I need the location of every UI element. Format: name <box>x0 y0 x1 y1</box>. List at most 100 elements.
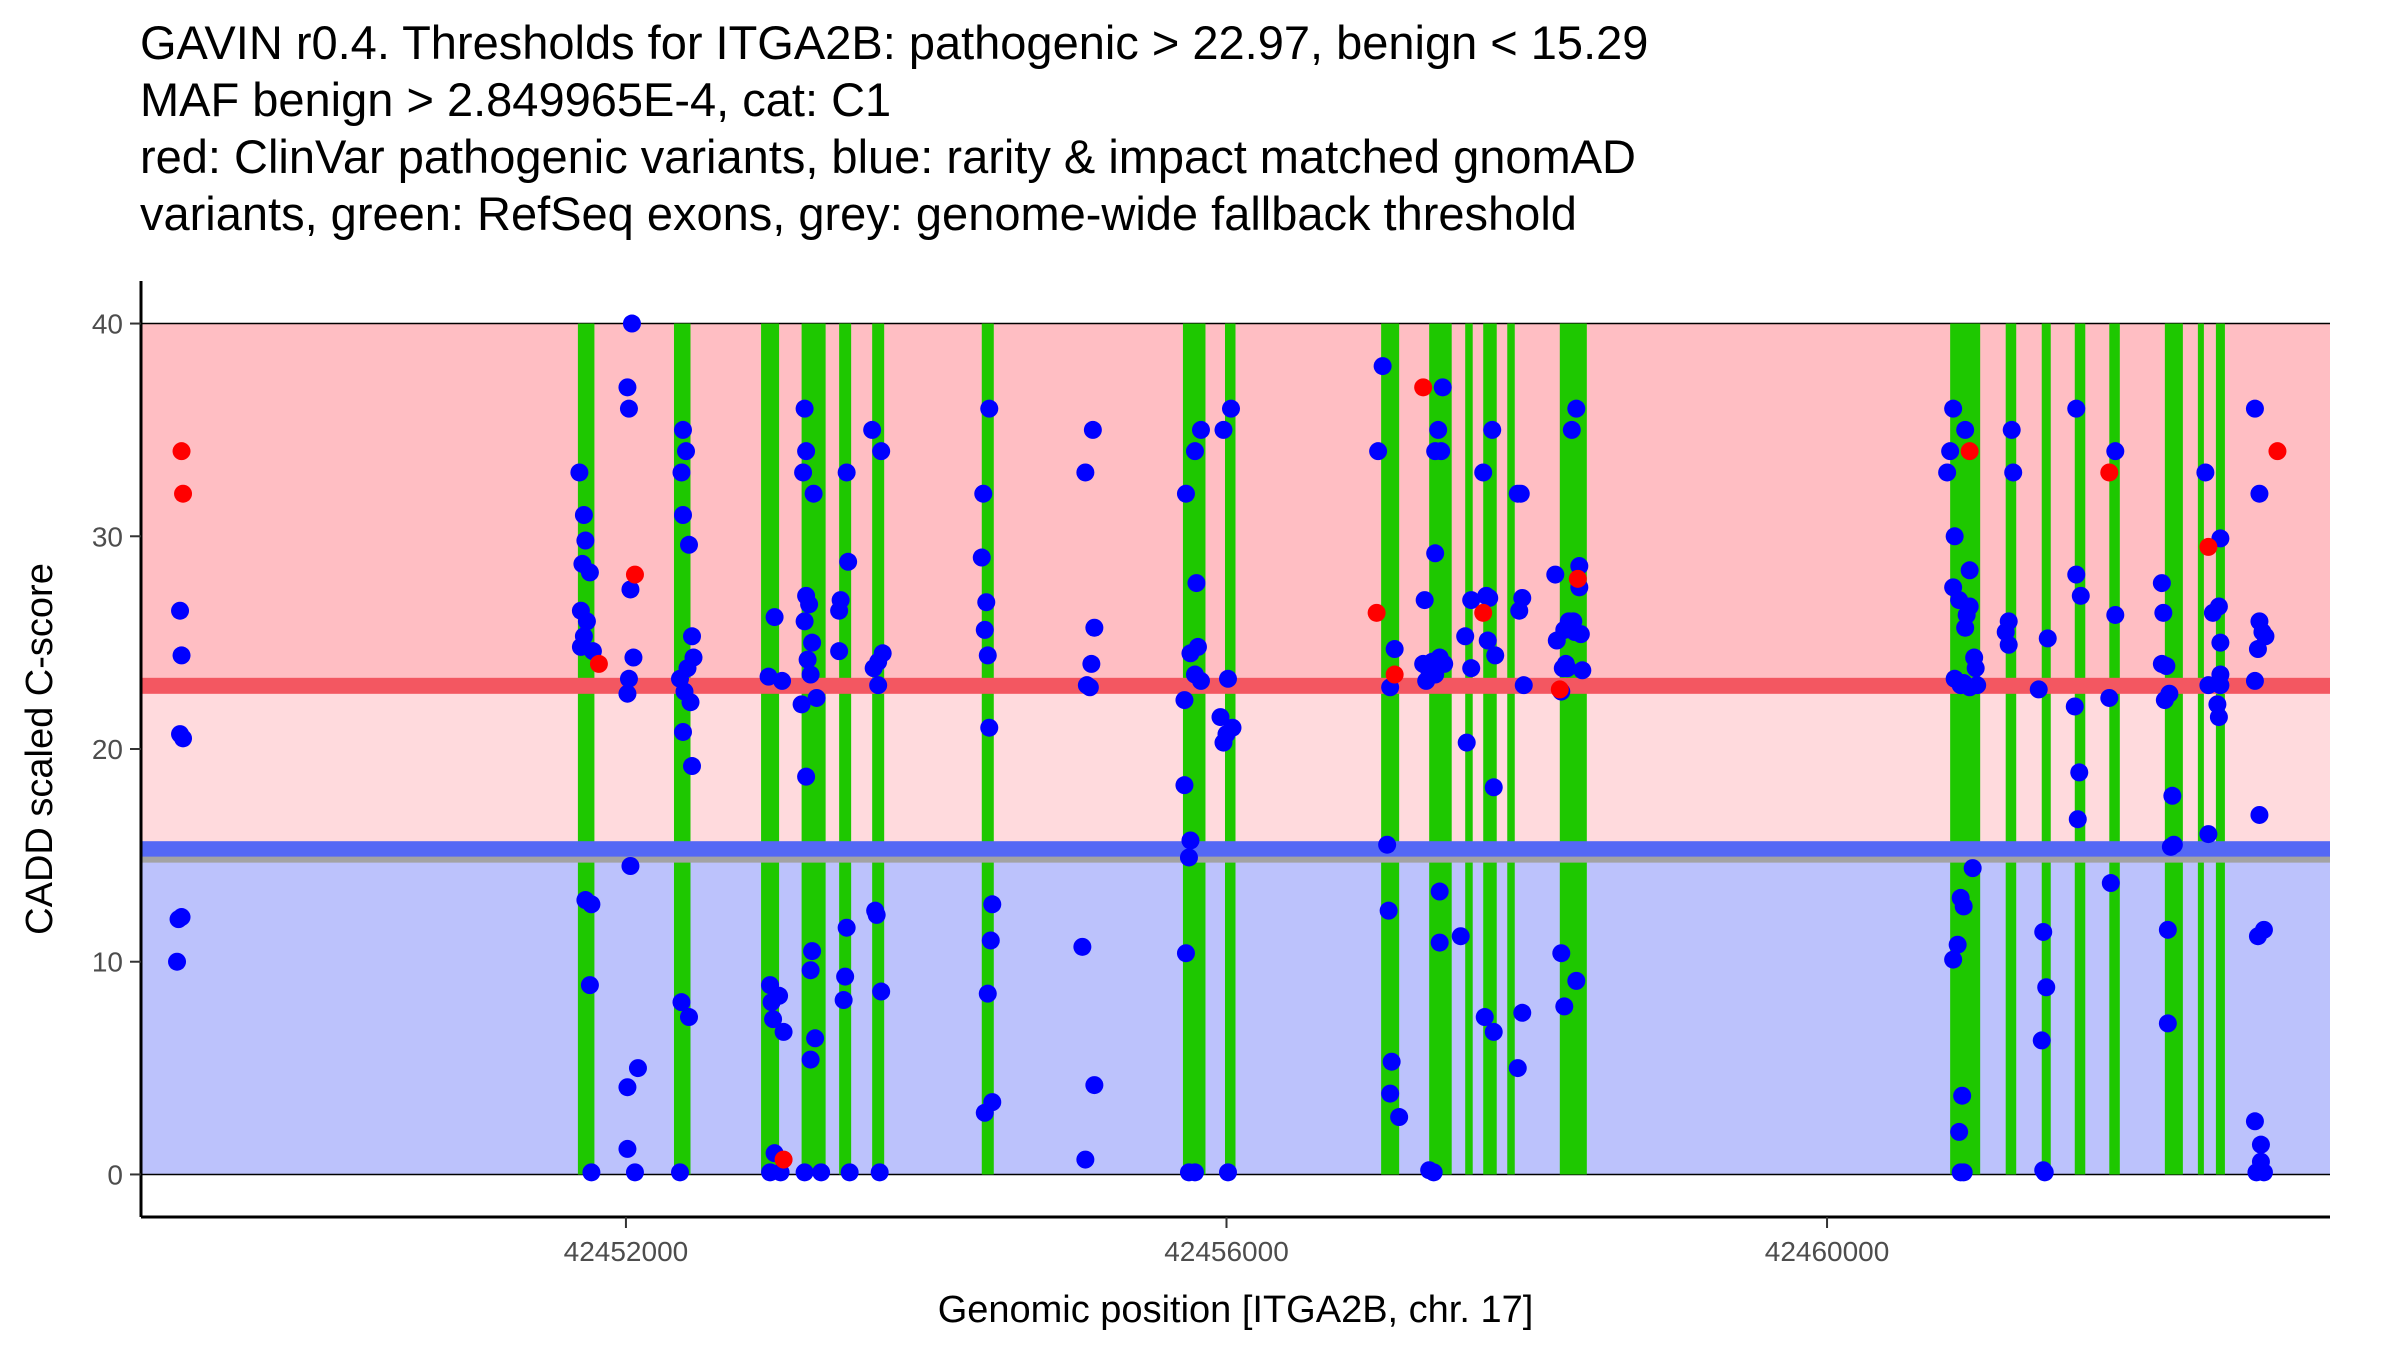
gnomad-point <box>2163 786 2182 805</box>
gnomad-point <box>2032 1031 2051 1050</box>
gnomad-point <box>1175 691 1194 710</box>
gnomad-point <box>1176 944 1195 963</box>
gnomad-point <box>1567 971 1586 990</box>
gnomad-point <box>978 984 997 1003</box>
gnomad-point <box>1948 935 1967 954</box>
gnomad-point <box>1185 442 1204 461</box>
exon-bar <box>839 323 852 1175</box>
gnomad-point <box>1963 859 1982 878</box>
gnomad-point <box>795 399 814 418</box>
gnomad-point <box>2067 565 2086 584</box>
gnomad-point <box>1474 463 1493 482</box>
gnomad-point <box>1960 561 1979 580</box>
gnomad-point <box>625 1163 644 1182</box>
gnomad-point <box>621 580 640 599</box>
gnomad-point <box>2100 688 2119 707</box>
gnomad-point <box>795 1163 814 1182</box>
gnomad-point <box>618 684 637 703</box>
exon-bar <box>1559 323 1587 1175</box>
gnomad-point <box>1511 484 1530 503</box>
gnomad-point <box>1562 420 1581 439</box>
gnomad-point <box>1382 1052 1401 1071</box>
gnomad-point <box>804 484 823 503</box>
gnomad-point <box>619 669 638 688</box>
gnomad-point <box>1076 1150 1095 1169</box>
gnomad-point <box>812 1163 831 1182</box>
y-axis-title: CADD scaled C-score <box>19 563 61 935</box>
gnomad-point <box>1175 776 1194 795</box>
y-tick-label: 10 <box>92 947 123 978</box>
gnomad-point <box>2002 420 2021 439</box>
gnomad-point <box>764 1010 783 1029</box>
gnomad-point <box>1414 654 1433 673</box>
gnomad-point <box>2152 654 2171 673</box>
clinvar-point <box>1367 603 1386 622</box>
gnomad-point <box>1191 420 1210 439</box>
gnomad-point <box>673 506 692 524</box>
gnomad-point <box>978 646 997 665</box>
gnomad-point <box>1424 1163 1443 1182</box>
gnomad-point <box>972 548 991 567</box>
gnomad-point <box>797 442 816 461</box>
gnomad-point <box>2199 825 2218 844</box>
gnomad-point <box>1214 420 1233 439</box>
gnomad-point <box>577 612 596 631</box>
gnomad-point <box>1430 882 1449 901</box>
gnomad-point <box>1187 574 1206 593</box>
gnomad-point <box>672 993 691 1012</box>
gnomad-point <box>795 612 814 631</box>
gnomad-point <box>580 563 599 582</box>
chart-title: GAVIN r0.4. Thresholds for ITGA2B: patho… <box>140 14 2340 242</box>
gnomad-point <box>1191 671 1210 690</box>
gnomad-point <box>1385 640 1404 659</box>
gnomad-point <box>980 718 999 737</box>
gnomad-point <box>1080 678 1099 697</box>
gnomad-point <box>1176 484 1195 503</box>
gnomad-point <box>980 399 999 418</box>
gnomad-point <box>800 595 819 614</box>
gnomad-point <box>1085 618 1104 637</box>
axes: 0 10 20 30 40 42452000 42456000 42460000 <box>92 281 2330 1267</box>
gnomad-point <box>622 314 641 333</box>
x-axis-title: Genomic position [ITGA2B, chr. 17] <box>938 1289 1534 1331</box>
exon-bar <box>981 323 994 1175</box>
gnomad-point <box>1073 937 1092 956</box>
gnomad-point <box>2158 920 2177 939</box>
gnomad-point <box>975 1103 994 1122</box>
gnomad-point <box>870 1163 889 1182</box>
gnomad-point <box>171 601 190 620</box>
title-line-2: MAF benign > 2.849965E-4, cat: C1 <box>140 73 892 126</box>
gnomad-point <box>580 976 599 995</box>
gnomad-point <box>683 757 702 776</box>
gnomad-point <box>1945 527 1964 546</box>
gnomad-point <box>770 986 789 1005</box>
gnomad-point <box>576 531 595 550</box>
exon-bar <box>577 323 595 1175</box>
gnomad-point <box>2254 1163 2273 1182</box>
clinvar-point <box>174 484 193 503</box>
gnomad-point <box>1415 591 1434 610</box>
clinvar-point <box>2199 537 2218 556</box>
gnomad-point <box>2154 603 2173 622</box>
gnomad-point <box>975 620 994 639</box>
gnomad-point <box>834 991 853 1010</box>
gnomad-point <box>977 593 996 612</box>
exon-bars <box>577 323 2225 1175</box>
gnomad-point <box>1552 944 1571 963</box>
gnomad-point <box>2250 484 2269 503</box>
gnomad-point <box>1426 544 1445 563</box>
gnomad-point <box>1486 646 1505 665</box>
gnomad-point <box>2245 671 2264 690</box>
gnomad-point <box>2248 640 2267 659</box>
gnomad-point <box>2101 874 2120 893</box>
clinvar-point <box>589 654 608 673</box>
gnomad-point <box>673 420 692 439</box>
gnomad-point <box>1478 631 1497 650</box>
gnomad-point <box>1954 897 1973 916</box>
gnomad-point <box>869 676 888 695</box>
clinvar-point <box>172 442 191 461</box>
exon-bar <box>761 323 780 1175</box>
gnomad-point <box>1944 950 1963 969</box>
gnomad-point <box>678 659 697 678</box>
gnomad-point <box>168 952 187 971</box>
